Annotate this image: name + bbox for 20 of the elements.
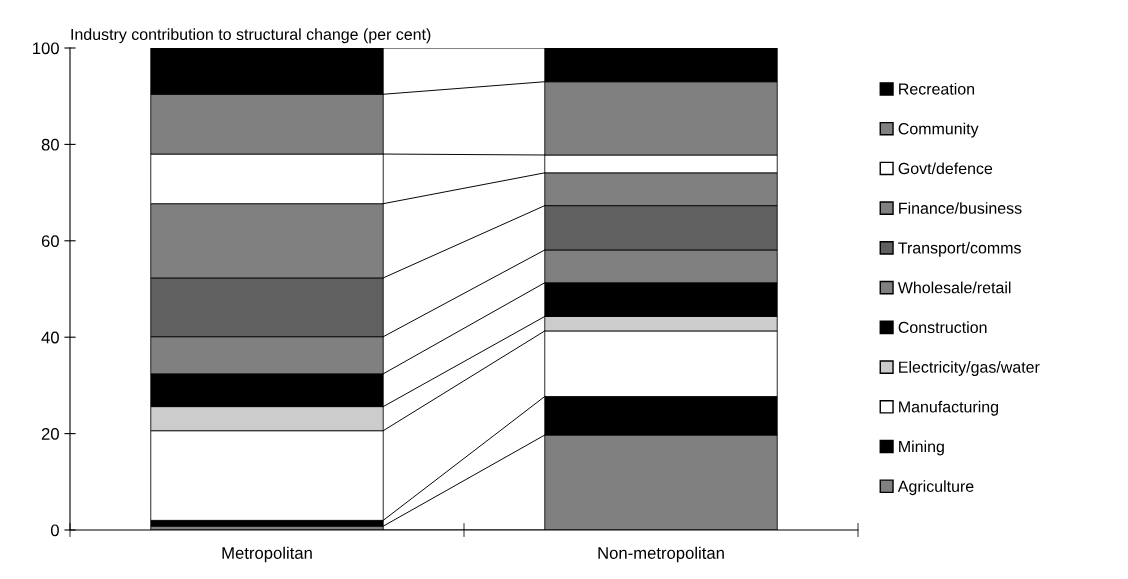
- y-tick-label: 40: [41, 331, 59, 344]
- y-axis-title: Industry contribution to structural change (per cent): [71, 28, 431, 44]
- legend-label: Govt/defence: [898, 162, 993, 175]
- legend-label: Agriculture: [897, 480, 974, 496]
- y-tick-label: 60: [41, 235, 59, 247]
- legend-label: Finance/business: [899, 202, 1022, 214]
- y-tick-label: 20: [41, 428, 59, 440]
- legend-label: Mining: [899, 440, 944, 456]
- legend-label: Recreation: [899, 82, 975, 95]
- legend-label: Community: [898, 122, 979, 138]
- legend-label: Electricity/gas/water: [899, 361, 1040, 376]
- y-tick-label: 0: [50, 524, 59, 537]
- y-tick-label: 100: [33, 42, 59, 55]
- legend-label: Transport/comms: [898, 241, 1021, 257]
- y-tick-label: 80: [41, 138, 59, 151]
- legend-label: Manufacturing: [899, 400, 999, 416]
- x-tick-label: Metropolitan: [222, 546, 312, 563]
- legend-label: Wholesale/retail: [897, 281, 1011, 294]
- x-tick-label: Non-metropolitan: [598, 546, 724, 563]
- legend-label: Construction: [898, 321, 987, 334]
